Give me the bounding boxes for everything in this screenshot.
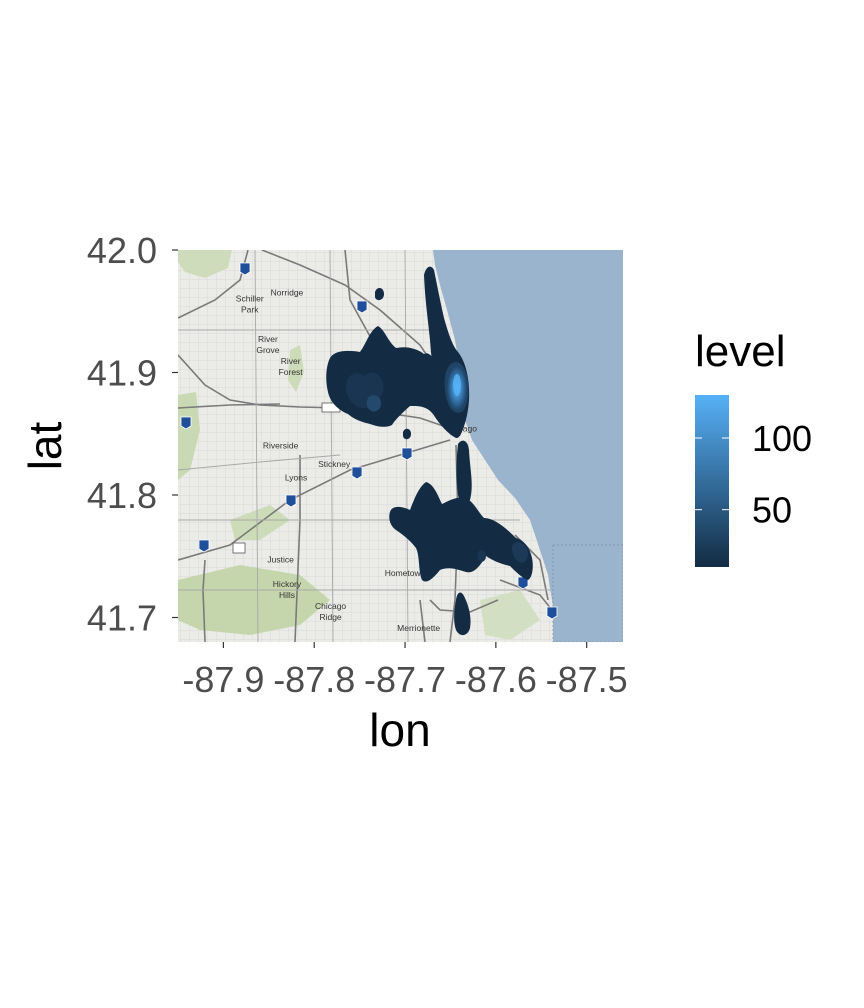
lake-michigan-bay	[552, 544, 623, 642]
map-place-label: Chicago	[315, 601, 346, 611]
legend: level 50 100	[695, 327, 812, 567]
interstate-shield-icon	[546, 606, 558, 620]
map-place-label: Ridge	[319, 612, 341, 622]
x-tick-label: -87.9	[182, 659, 264, 700]
map-place-label: Riverside	[263, 440, 299, 450]
map-place-label: Lyons	[285, 472, 307, 482]
lake-michigan	[433, 250, 623, 642]
density-region-south	[389, 482, 533, 582]
x-axis-title: lon	[369, 704, 430, 756]
interstate-shield-icon	[198, 539, 210, 553]
density-region-northwest	[326, 326, 460, 438]
y-axis: 41.7 41.8 41.9 42.0	[87, 230, 178, 639]
park-area	[178, 565, 330, 635]
map-place-label: Forest	[279, 367, 304, 377]
interstate-shields	[180, 262, 558, 620]
map-place-label: Justice	[267, 554, 294, 564]
map-place-label: River	[281, 356, 301, 366]
y-axis-title: lat	[19, 421, 71, 470]
x-tick-label: -87.7	[364, 659, 446, 700]
map-place-label: River	[258, 334, 278, 344]
density-region-south-stem	[456, 440, 472, 504]
map-panel: NorridgeSchillerParkRiverGroveRiverFores…	[178, 250, 623, 642]
density-region-south-level2b	[478, 549, 486, 562]
map-place-label: Merrionette	[397, 623, 440, 633]
y-tick-label: 41.7	[87, 598, 157, 639]
interstate-shield-icon	[356, 300, 368, 314]
density-region-small-west	[403, 428, 411, 440]
x-axis: -87.9 -87.8 -87.7 -87.6 -87.5	[182, 642, 628, 700]
interstate-shield-icon	[180, 416, 192, 430]
us-route-shield-icon	[232, 542, 246, 554]
density-contours	[326, 266, 533, 636]
park-area	[178, 392, 200, 480]
legend-tick-label: 50	[752, 490, 792, 531]
map-place-label: Park	[241, 304, 259, 314]
map-place-label: Hickory	[273, 579, 302, 589]
x-tick-label: -87.6	[455, 659, 537, 700]
x-tick-label: -87.8	[273, 659, 355, 700]
interstate-shield-icon	[351, 466, 363, 480]
map-place-label: Norridge	[271, 287, 304, 297]
park-area	[288, 345, 304, 392]
density-peak-core	[453, 374, 461, 396]
legend-tick-label: 100	[752, 418, 812, 459]
y-tick-label: 42.0	[87, 230, 157, 271]
map-place-label: Hills	[279, 590, 295, 600]
interstate-shield-icon	[285, 494, 297, 508]
density-region-north-small	[375, 288, 384, 301]
road-network-minor	[178, 250, 560, 642]
legend-colorbar	[695, 395, 729, 567]
y-tick-label: 41.9	[87, 353, 157, 394]
density-region-south-level2	[511, 541, 529, 563]
density-region-northwest-level3	[366, 395, 382, 412]
map-place-label: Stickney	[318, 459, 351, 469]
legend-title: level	[695, 327, 786, 376]
park-area	[480, 590, 540, 640]
interstate-shield-icon	[239, 262, 251, 276]
density-region-south-tail	[454, 592, 471, 636]
map-place-label: Hometown	[385, 568, 426, 578]
park-area	[178, 250, 232, 278]
map-place-label: Schiller	[236, 293, 264, 303]
interstate-shield-icon	[401, 447, 413, 461]
map-place-label: Grove	[256, 345, 279, 355]
legend-ticks: 50 100	[695, 418, 812, 531]
x-tick-label: -87.5	[546, 659, 628, 700]
y-tick-label: 41.8	[87, 475, 157, 516]
